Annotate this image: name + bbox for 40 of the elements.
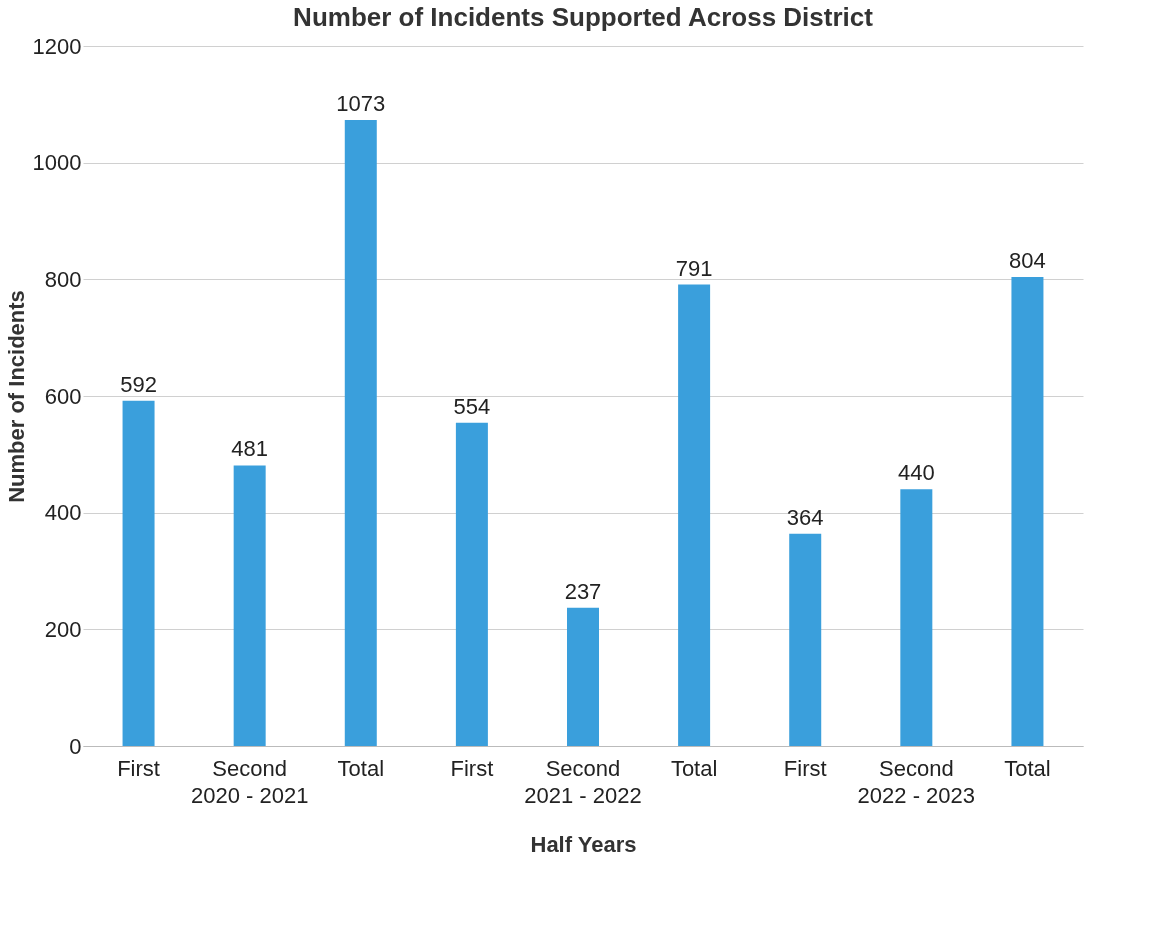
data-label: 791 [675,255,713,281]
y-axis-title: Number of Incidents [3,290,29,503]
y-tick-label: 0 [69,733,82,759]
data-label: 592 [120,371,157,397]
x-tick-label: Total [670,755,718,781]
x-tick-label: Second [212,755,287,781]
bar [1011,277,1044,746]
bar [233,465,266,746]
chart-title: Number of Incidents Supported Across District [293,2,874,32]
y-tick-label: 400 [44,500,82,526]
x-tick-label: First [117,755,160,781]
data-label: 237 [564,578,602,604]
bar [900,489,933,746]
data-label: 804 [1009,248,1046,273]
y-tick-label: 1200 [32,33,82,59]
x-tick-label: First [450,755,494,781]
bar [122,400,155,746]
x-tick-label: First [783,755,827,781]
bar [344,120,377,746]
x-tick-label: Total [337,755,385,781]
bar [455,422,488,746]
y-tick-label: 800 [44,266,82,292]
bar [567,607,599,746]
data-label: 364 [786,504,824,530]
text: 2022 - 2023 [857,783,976,808]
x-tick-label: Second [545,755,621,781]
x-tick-label: Total [1004,755,1051,781]
x-tick-label: Second [879,755,954,781]
bar [789,533,822,746]
text: 2021 - 2022 [524,783,642,808]
x-axis-title: Half Years [530,831,637,857]
data-label: 1073 [336,91,386,117]
bar [678,284,711,746]
y-tick-label: 1000 [32,150,82,176]
data-label: 481 [231,436,269,462]
data-label: 440 [897,460,935,486]
text: 2020 - 2021 [190,783,309,808]
y-tick-label: 200 [44,616,82,642]
y-tick-label: 600 [44,383,82,409]
data-label: 554 [453,393,491,419]
